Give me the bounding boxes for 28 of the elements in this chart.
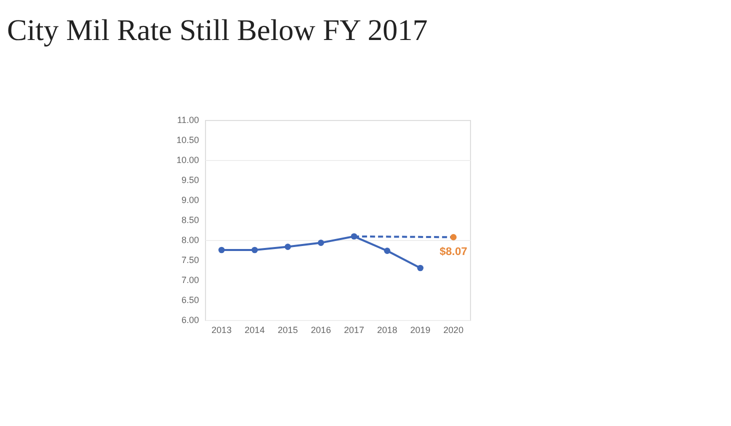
y-tick-label: 11.00 — [177, 115, 199, 125]
y-tick-label: 6.50 — [181, 295, 199, 305]
y-tick-label: 8.00 — [181, 235, 199, 245]
point — [318, 240, 324, 246]
x-tick-label: 2019 — [410, 325, 430, 335]
y-tick-label: 10.50 — [176, 135, 199, 145]
y-tick-label: 9.50 — [181, 175, 199, 185]
x-tick-label: 2018 — [377, 325, 398, 335]
y-tick-label: 9.00 — [181, 195, 199, 205]
y-tick-label: 7.00 — [181, 275, 199, 285]
point — [252, 246, 258, 254]
y-tick-label: 10.00 — [176, 155, 199, 165]
y-tick-label: 8.50 — [181, 215, 199, 225]
x-tick-label: 2015 — [278, 325, 298, 335]
y-tick-label: 7.50 — [181, 255, 199, 265]
x-tick-label: 2014 — [244, 325, 265, 335]
point — [417, 264, 424, 272]
point — [384, 248, 390, 254]
x-tick-label: 2020 — [443, 325, 464, 335]
point — [284, 244, 291, 250]
x-tick-label: 2016 — [310, 325, 331, 335]
y-tick-label: 6.00 — [181, 315, 199, 325]
x-tick-label: 2017 — [344, 325, 364, 335]
point — [218, 246, 225, 254]
data-label: $8.07 — [440, 246, 468, 258]
point — [450, 234, 457, 240]
x-tick-label: 2013 — [212, 325, 232, 335]
chart-title: City Mil Rate Still Below FY 2017 — [7, 14, 428, 47]
